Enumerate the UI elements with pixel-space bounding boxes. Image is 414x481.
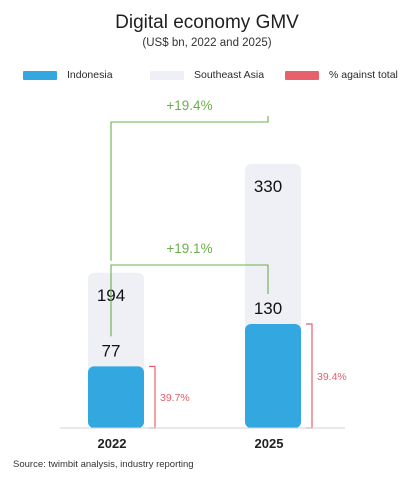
chart-title: Digital economy GMV [115,12,299,33]
legend-label-southeast-asia: Southeast Asia [194,69,265,81]
legend-item-southeast-asia: Southeast Asia [150,67,264,83]
value-label-indonesia-2022: 77 [102,341,121,360]
growth-connector-indonesia [110,264,269,337]
growth-connector-southeast-asia [110,116,269,261]
share-label-2022: 39.7% [160,392,190,404]
chart-subtitle: (US$ bn, 2022 and 2025) [142,37,272,49]
growth-label-indonesia: +19.1% [166,241,212,256]
legend-swatch-percent-total [285,70,319,80]
share-label-2025: 39.4% [317,371,347,383]
legend-item-percent-total: % against total [285,67,398,83]
legend-swatch-southeast-asia [150,70,184,80]
legend-swatch-indonesia [23,70,57,80]
growth-label-southeast-asia: +19.4% [166,98,212,113]
source-note: Source: twimbit analysis, industry repor… [13,459,194,470]
legend-label-percent-total: % against total [329,69,398,81]
x-tick-label-2025: 2025 [255,436,284,451]
value-label-indonesia-2025: 130 [254,299,282,318]
legend-label-indonesia: Indonesia [67,69,113,81]
share-bracket-2022 [149,365,156,429]
value-label-southeast-asia-2025: 330 [254,177,282,196]
bar-indonesia-2022 [88,366,144,428]
share-bracket-2025 [306,323,313,429]
legend-item-indonesia: Indonesia [23,67,113,83]
bar-indonesia-2025 [245,324,301,428]
x-tick-label-2022: 2022 [98,436,127,451]
